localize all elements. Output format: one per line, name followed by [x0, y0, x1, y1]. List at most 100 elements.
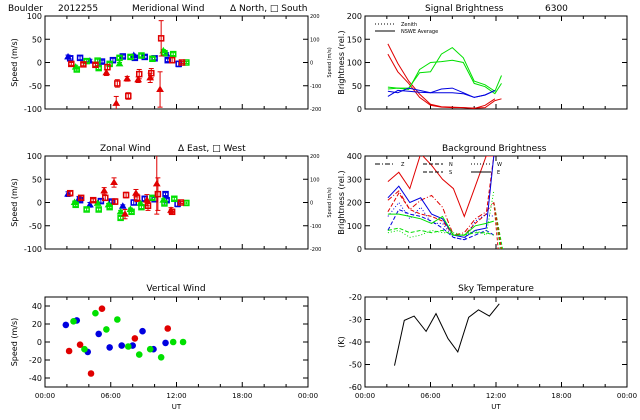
data-point-square [122, 191, 130, 199]
data-point-square [92, 61, 99, 69]
data-point-square [106, 203, 113, 211]
zonal-title: Zonal Wind [100, 144, 151, 154]
zonal-data [64, 156, 190, 222]
data-point-triangle [152, 179, 161, 187]
right-y-tick-label: -200 [310, 247, 321, 253]
series-line [387, 53, 496, 109]
y-tick-label: 300 [347, 175, 362, 184]
series-line [387, 208, 495, 241]
data-point [76, 341, 84, 349]
data-point-square [138, 203, 145, 211]
data-point-triangle [112, 99, 121, 106]
x-tick-label: 00:00 [35, 392, 55, 400]
y-tick-label: -50 [29, 222, 42, 231]
y-tick-label: -40 [29, 374, 42, 383]
meridional-legend: Δ North, □ South [230, 4, 307, 14]
skytemp-data [394, 303, 500, 366]
legend-label: Zenith [401, 22, 417, 28]
data-point-square [72, 201, 79, 209]
right-y-tick-label: -100 [310, 224, 321, 230]
y-axis-label: Speed (m/s) [10, 38, 19, 87]
right-y-tick-label: 0 [310, 201, 313, 207]
zonal-legend: Δ East, □ West [178, 144, 246, 154]
data-point-square [162, 190, 169, 198]
x-tick-label: 00:00 [617, 392, 637, 400]
x-axis-label: UT [491, 403, 501, 411]
data-point [162, 339, 169, 347]
data-point-square [73, 66, 81, 73]
x-tick-label: 06:00 [420, 392, 440, 400]
background-data [387, 156, 504, 249]
vertical-data [62, 305, 187, 377]
y-tick-label: 200 [347, 199, 362, 208]
right-y-tick-label: 100 [310, 177, 320, 183]
data-point-triangle [102, 68, 111, 76]
y-tick-label: 0 [37, 199, 42, 208]
skytemp-frame [364, 296, 628, 388]
signal-title: Signal Brightness [425, 4, 504, 14]
legend-label: NSWE Average [401, 29, 438, 35]
data-point-square [127, 53, 134, 61]
y-tick-label: 100 [347, 59, 362, 68]
y-tick-label: -20 [349, 293, 362, 302]
y-axis-label: (K) [337, 336, 346, 348]
y-axis-label: Brightness (rel.) [337, 30, 346, 94]
y-tick-label: 100 [347, 222, 362, 231]
series-line [387, 227, 494, 236]
signal-data [387, 43, 502, 109]
x-tick-label: 18:00 [551, 392, 571, 400]
vertical-title: Vertical Wind [146, 284, 205, 294]
right-y-tick-label: 100 [310, 37, 320, 43]
zonal-panel: 100 50 0 -50 -100 Speed (m/s) 200 100 0 -100 -200 S… [10, 152, 333, 254]
data-point-square [171, 195, 178, 203]
vertical-panel: 00:00 06:00 12:00 18:00 00:00 UT 40 20 0 -20 -40 Sp… [10, 296, 318, 411]
data-point-square [161, 200, 168, 207]
data-point [131, 335, 139, 342]
right-y-tick-label: 0 [310, 61, 313, 67]
x-tick-label: 12:00 [486, 392, 506, 400]
data-point-square [154, 190, 162, 198]
data-point [98, 305, 106, 313]
data-point [179, 338, 187, 346]
data-point-square [161, 49, 168, 57]
series-line [493, 202, 502, 249]
data-point-square [168, 56, 176, 64]
data-point-triangle [156, 85, 164, 92]
data-point [164, 325, 172, 332]
zonal-frame [44, 155, 309, 250]
data-point [106, 344, 113, 351]
data-point-square [117, 214, 124, 222]
data-point-square [135, 70, 143, 78]
x-tick-label: 00:00 [298, 392, 318, 400]
right-y-axis-label: Speed (m/s) [327, 47, 333, 77]
data-point-square [168, 208, 176, 216]
y-axis-label: Speed (m/s) [10, 318, 19, 367]
data-point-square [177, 199, 185, 206]
data-point-triangle [110, 178, 118, 186]
series-line [387, 43, 502, 109]
data-point-triangle [115, 59, 124, 67]
data-point-square [111, 198, 119, 205]
data-point [62, 321, 70, 329]
legend-label: E [497, 170, 500, 176]
y-tick-label: 50 [32, 35, 42, 44]
legend-label: W [497, 162, 502, 168]
data-point-square [95, 64, 102, 72]
data-point-square [149, 55, 156, 63]
series-line [387, 46, 502, 93]
y-tick-label: 50 [352, 82, 362, 91]
data-point [103, 326, 110, 333]
skytemp-title: Sky Temperature [458, 284, 534, 294]
data-point-square [68, 60, 75, 68]
data-point-triangle [100, 186, 109, 194]
data-point-triangle [123, 74, 132, 82]
right-y-tick-label: 200 [310, 154, 320, 160]
data-point [65, 347, 73, 355]
x-tick-label: 06:00 [101, 392, 121, 400]
data-point [139, 327, 146, 335]
data-point [135, 351, 143, 358]
data-point [92, 309, 99, 317]
background-title: Background Brightness [442, 144, 547, 154]
data-point [81, 345, 88, 353]
